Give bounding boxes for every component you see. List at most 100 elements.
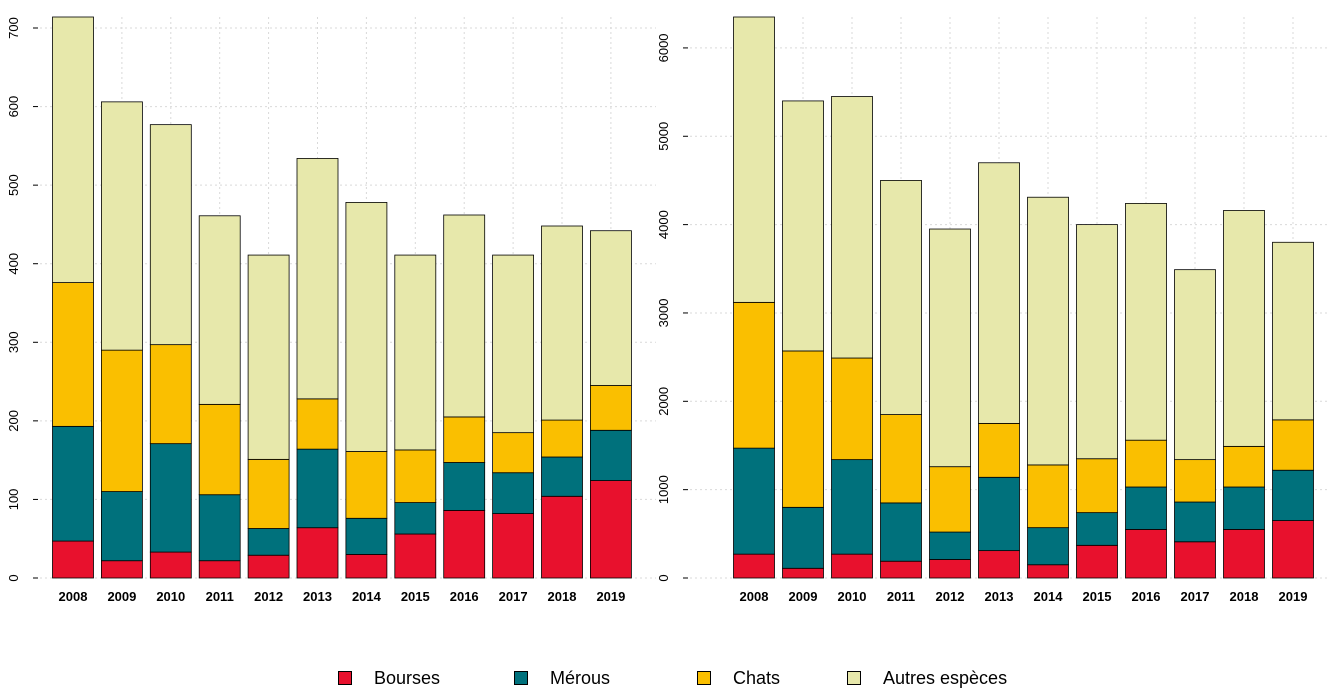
bar-chats-2015: [1076, 458, 1118, 514]
y-tick-label: 0: [6, 574, 21, 581]
legend-item-autres-especes: Autres espèces: [847, 666, 1007, 690]
bar-merous-2013: [296, 448, 339, 529]
bar-bourses-2008: [52, 540, 94, 579]
bar-bourses-2011: [198, 560, 241, 579]
bar-merous-2008: [733, 447, 775, 555]
bar-bourses-2012: [247, 554, 290, 579]
bar-merous-2013: [978, 476, 1020, 552]
x-tick-label: 2011: [887, 589, 915, 604]
x-tick-label: 2017: [499, 589, 528, 604]
legend-item-bourses: Bourses: [338, 666, 440, 690]
y-tick-label: 200: [6, 410, 21, 432]
bar-autres-especes-2010: [149, 124, 192, 346]
bar-autres-especes-2014: [345, 202, 388, 452]
bar-merous-2009: [782, 506, 824, 569]
bar-chats-2016: [443, 416, 486, 463]
y-tick-label: 3000: [656, 298, 671, 327]
bar-autres-especes-2016: [443, 214, 486, 418]
bar-chats-2018: [541, 419, 583, 458]
bar-chats-2012: [929, 466, 971, 533]
x-tick-label: 2016: [450, 589, 479, 604]
legend-item-chats: Chats: [697, 666, 780, 690]
bar-chats-2010: [149, 344, 192, 445]
x-tick-label: 2013: [985, 589, 1014, 604]
x-tick-label: 2012: [936, 589, 965, 604]
bar-merous-2019: [1272, 469, 1314, 521]
bar-merous-2019: [590, 429, 632, 481]
bar-chats-2013: [978, 422, 1020, 478]
bar-autres-especes-2015: [394, 254, 437, 451]
bar-merous-2011: [880, 502, 922, 562]
bar-chats-2008: [52, 282, 94, 427]
bar-bourses-2009: [101, 560, 143, 579]
y-tick-label: 100: [6, 489, 21, 511]
bar-bourses-2015: [1076, 544, 1118, 579]
legend: Bourses Mérous Chats Autres espèces: [0, 666, 1341, 692]
x-tick-label: 2008: [740, 589, 769, 604]
x-tick-label: 2019: [596, 589, 625, 604]
legend-swatch-merous: [514, 671, 528, 685]
bar-autres-especes-2011: [880, 180, 922, 415]
bar-merous-2018: [1223, 486, 1265, 530]
x-tick-label: 2010: [156, 589, 185, 604]
x-tick-label: 2008: [59, 589, 88, 604]
bar-chats-2018: [1223, 445, 1265, 488]
bar-chats-2016: [1125, 439, 1167, 488]
bar-bourses-2013: [296, 527, 339, 579]
bar-merous-2008: [52, 425, 94, 542]
bar-chats-2009: [782, 350, 824, 508]
legend-label-chats: Chats: [733, 667, 781, 688]
bar-bourses-2016: [1125, 529, 1167, 579]
bar-chats-2011: [880, 414, 922, 504]
bar-merous-2012: [929, 531, 971, 560]
bar-autres-especes-2012: [929, 228, 971, 468]
bar-chats-2014: [345, 451, 388, 519]
x-tick-label: 2017: [1181, 589, 1210, 604]
bar-bourses-2011: [880, 560, 922, 579]
bar-autres-especes-2014: [1027, 196, 1069, 466]
bar-autres-especes-2008: [733, 16, 775, 303]
y-tick-label: 600: [6, 96, 21, 118]
x-tick-label: 2019: [1279, 589, 1308, 604]
bar-autres-especes-2010: [831, 96, 873, 359]
bar-autres-especes-2019: [590, 230, 632, 386]
bar-merous-2014: [345, 517, 388, 555]
bar-autres-especes-2017: [1174, 269, 1216, 461]
y-tick-label: 5000: [656, 122, 671, 151]
left-chart-panel: 0 100 200 300 400 500 600 700 2008 2009 2010 2011 20…: [6, 16, 656, 604]
x-tick-label: 2014: [352, 589, 382, 604]
x-tick-label: 2018: [1230, 589, 1259, 604]
bar-autres-especes-2016: [1125, 203, 1167, 441]
legend-label-bourses: Bourses: [374, 667, 441, 688]
legend-label-autres-especes: Autres espèces: [883, 667, 1008, 688]
x-tick-label: 2015: [1083, 589, 1112, 604]
y-tick-label: 700: [6, 17, 21, 39]
bar-autres-especes-2018: [541, 225, 583, 421]
x-tick-label: 2015: [401, 589, 430, 604]
bar-chats-2011: [198, 403, 241, 496]
y-tick-label: 500: [6, 174, 21, 196]
bar-chats-2009: [101, 349, 143, 492]
bar-bourses-2014: [1027, 564, 1069, 579]
y-tick-label: 300: [6, 331, 21, 353]
y-tick-label: 1000: [656, 475, 671, 504]
legend-item-merous: Mérous: [514, 666, 610, 690]
bar-autres-especes-2009: [101, 101, 143, 351]
bar-bourses-2010: [831, 553, 873, 579]
bar-chats-2015: [394, 449, 437, 503]
legend-swatch-autres-especes: [847, 671, 861, 685]
bar-bourses-2017: [1174, 541, 1216, 579]
bar-chats-2017: [492, 432, 535, 474]
bar-chats-2008: [733, 301, 775, 449]
bar-bourses-2018: [1223, 529, 1265, 579]
bar-merous-2016: [1125, 486, 1167, 530]
bar-autres-especes-2013: [978, 162, 1020, 424]
bar-merous-2010: [831, 459, 873, 555]
bar-merous-2011: [198, 494, 241, 562]
bar-autres-especes-2019: [1272, 241, 1314, 421]
bar-merous-2015: [394, 502, 437, 535]
bar-merous-2012: [247, 528, 290, 556]
legend-swatch-bourses: [338, 671, 352, 685]
bar-bourses-2012: [929, 559, 971, 579]
bar-merous-2018: [541, 456, 583, 497]
